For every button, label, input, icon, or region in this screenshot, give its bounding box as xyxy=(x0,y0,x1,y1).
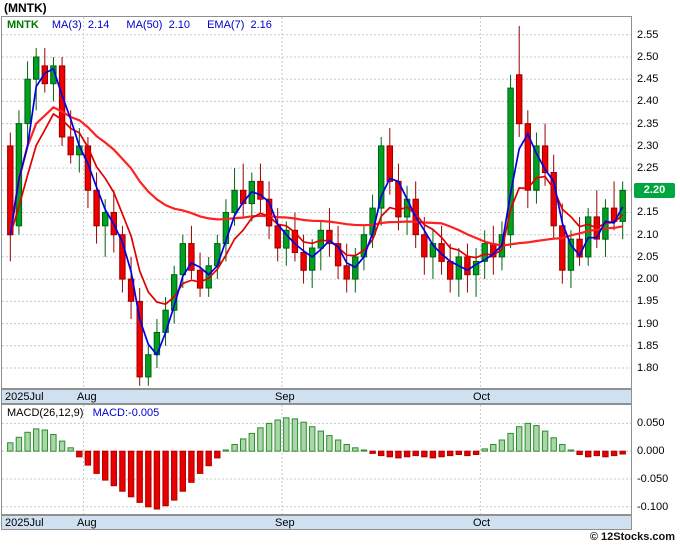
price-tick-label: 2.30 xyxy=(637,140,659,152)
macd-histogram xyxy=(7,417,626,510)
legend-ma50-label: MA(50) xyxy=(126,19,163,31)
price-tick-label: 1.95 xyxy=(637,295,659,307)
price-tick-label: 2.00 xyxy=(637,273,659,285)
month-label: Aug xyxy=(77,517,97,529)
price-tick-label: 1.85 xyxy=(637,340,659,352)
price-chart-panel: MNTK MA(3) 2.14 MA(50) 2.10 EMA(7) 2.16 xyxy=(1,16,632,389)
price-tick-label: 2.45 xyxy=(637,73,659,85)
macd-tick-label: 0.050 xyxy=(637,417,665,429)
legend-ema7: EMA(7) 2.16 xyxy=(207,19,272,31)
macd-tick-label: -0.100 xyxy=(637,501,669,513)
price-tick-label: 1.80 xyxy=(637,362,659,374)
price-tick-label: 1.90 xyxy=(637,318,659,330)
macd-axis: 0.050 0.000 -0.050 -0.100 xyxy=(634,405,679,514)
price-chart-canvas xyxy=(2,17,631,388)
price-tick-label: 2.10 xyxy=(637,229,659,241)
overlay-line-MA(3) xyxy=(9,67,624,357)
month-label: Oct xyxy=(473,391,491,403)
legend-ma3-label: MA(3) xyxy=(51,19,82,31)
date-axis-bottom: 2025Jul Aug Sep Oct xyxy=(1,515,632,530)
price-tick-label: 2.50 xyxy=(637,51,659,63)
price-chart-legend: MNTK MA(3) 2.14 MA(50) 2.10 EMA(7) 2.16 xyxy=(7,19,286,31)
legend-symbol: MNTK xyxy=(7,19,39,31)
month-label: Sep xyxy=(275,517,295,529)
legend-ma50: MA(50) 2.10 xyxy=(126,19,190,31)
price-tick-label: 2.15 xyxy=(637,206,659,218)
month-label: 2025Jul xyxy=(5,517,44,529)
macd-canvas xyxy=(2,405,631,514)
price-axis: 2.20 2.552.502.452.402.352.302.252.202.1… xyxy=(634,17,679,388)
legend-ema7-value: 2.16 xyxy=(250,19,272,31)
legend-ma3-value: 2.14 xyxy=(87,19,110,31)
macd-panel: MACD(26,12,9) MACD:-0.005 xyxy=(1,404,632,515)
price-tick-label: 2.40 xyxy=(637,95,659,107)
price-tick-label: 2.35 xyxy=(637,118,659,130)
month-label: Oct xyxy=(473,517,491,529)
price-tick-label: 2.55 xyxy=(637,29,659,41)
legend-ema7-label: EMA(7) xyxy=(207,19,245,31)
overlay-line-MA(50) xyxy=(9,105,623,247)
macd-legend-value: MACD:-0.005 xyxy=(92,407,160,419)
macd-tick-label: 0.000 xyxy=(637,445,665,457)
price-tick-label: 2.25 xyxy=(637,162,659,174)
legend-ma3: MA(3) 2.14 xyxy=(52,19,110,31)
macd-legend-label: MACD(26,12,9) xyxy=(7,407,84,419)
ticker-title: (MNTK) xyxy=(4,1,47,15)
date-axis-top: 2025Jul Aug Sep Oct xyxy=(1,389,632,404)
price-tick-label: 2.05 xyxy=(637,251,659,263)
current-price-badge: 2.20 xyxy=(634,183,675,198)
macd-tick-label: -0.050 xyxy=(637,473,669,485)
month-label: Aug xyxy=(77,391,97,403)
overlay-line-EMA(7) xyxy=(9,112,624,306)
legend-ma50-value: 2.10 xyxy=(168,19,191,31)
month-label: Sep xyxy=(275,391,295,403)
macd-legend: MACD(26,12,9) MACD:-0.005 xyxy=(7,407,159,419)
candlestick-layer xyxy=(7,25,626,386)
month-label: 2025Jul xyxy=(5,391,44,403)
credit-link[interactable]: © 12Stocks.com xyxy=(589,531,675,543)
